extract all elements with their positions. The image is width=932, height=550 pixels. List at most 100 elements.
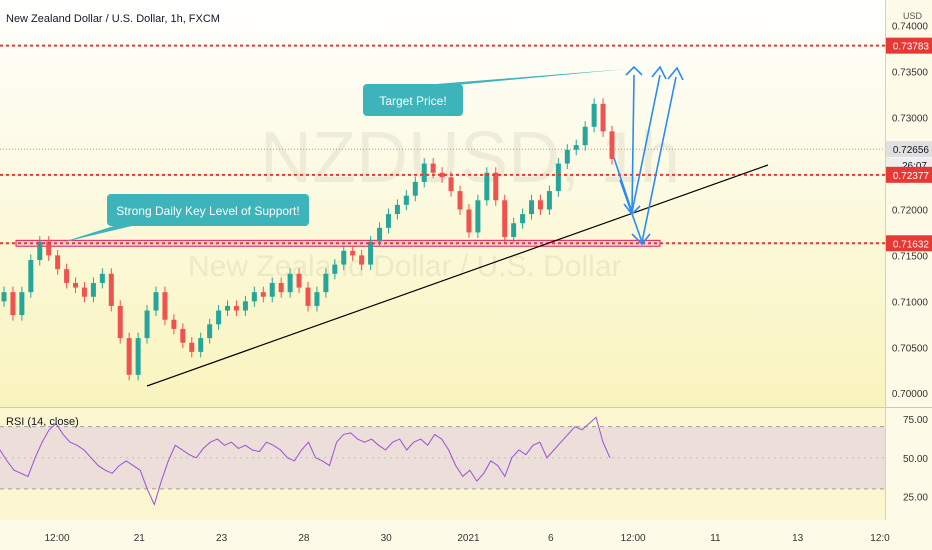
time-tick-label: 30	[381, 533, 393, 544]
candle-body	[493, 172, 499, 201]
time-axis-background	[0, 520, 932, 550]
time-tick-label: 13	[792, 533, 804, 544]
support-callout: Strong Daily Key Level of Support!	[60, 194, 309, 243]
candle-body	[216, 310, 222, 325]
candle-body	[287, 273, 293, 293]
candle-body	[529, 200, 535, 215]
candle-body	[233, 305, 239, 311]
candle-body	[323, 273, 329, 293]
current-price-badge	[886, 141, 932, 158]
candle-body	[457, 191, 463, 210]
candle-body	[377, 227, 383, 242]
support-callout-text: Strong Daily Key Level of Support!	[116, 204, 299, 218]
candle-body	[278, 282, 284, 293]
rsi-series	[0, 416, 611, 506]
candle-body	[225, 305, 231, 311]
candle-body	[153, 292, 159, 311]
target-callout-text: Target Price!	[379, 94, 446, 108]
candle-body	[207, 324, 213, 339]
candle-body	[537, 200, 543, 210]
rsi-tick-label: 25.00	[903, 493, 928, 504]
candle-body	[546, 191, 552, 210]
candle-body	[180, 328, 186, 343]
price-tick-label: 0.71500	[892, 251, 929, 262]
candle-body	[430, 163, 436, 173]
candle-body	[502, 200, 508, 238]
candle-body	[251, 292, 257, 302]
candle-body	[359, 255, 365, 265]
time-tick-label: 11	[710, 533, 721, 544]
candle-body	[421, 163, 427, 182]
rsi-line-path	[0, 416, 611, 506]
time-axis-ticks: 12:00 21 23 28 30 2021 6 12:00 11 13 12:0	[44, 533, 890, 544]
price-tick-label: 0.70000	[892, 389, 929, 400]
rsi-axis-ticks: 75.00 50.00 25.00	[903, 415, 928, 504]
rsi-tick-label: 50.00	[903, 454, 928, 465]
candle-body	[314, 292, 320, 306]
candle-body	[117, 305, 123, 339]
key-level-label: 0.72377	[893, 171, 930, 182]
currency-label: USD	[903, 11, 923, 21]
watermark-name: New Zealand Dollar / U.S. Dollar	[188, 250, 622, 283]
key-level-badge	[886, 235, 932, 252]
candle-body	[385, 214, 391, 228]
price-tick-label: 0.73500	[892, 68, 929, 79]
time-tick-label: 6	[548, 533, 554, 544]
candle-body	[73, 282, 79, 288]
candle-body	[591, 103, 597, 127]
candlestick-series	[1, 98, 615, 381]
candle-body	[162, 292, 168, 320]
candle-body	[466, 209, 472, 233]
candle-body	[350, 250, 356, 256]
candle-body	[260, 292, 266, 297]
candle-body	[135, 338, 141, 375]
watermark-symbol: NZDUSD, 1h	[260, 118, 680, 198]
projection-arrows	[613, 65, 684, 246]
candle-body	[368, 241, 374, 265]
candle-body	[448, 177, 454, 192]
price-tick-label: 0.74000	[892, 22, 929, 33]
candle-body	[171, 319, 177, 329]
candle-body	[90, 282, 96, 297]
current-price-label: 0.72656	[893, 145, 930, 156]
candle-body	[305, 287, 311, 306]
key-level-badge	[886, 166, 932, 183]
key-levels: 0.73783 0.72377 0.71632	[0, 37, 932, 252]
candle-body	[564, 149, 570, 164]
candle-body	[19, 292, 25, 316]
candle-body	[403, 195, 409, 205]
candle-body	[10, 292, 16, 316]
key-level-label: 0.71632	[893, 239, 930, 250]
candle-body	[269, 282, 275, 297]
candle-body	[341, 250, 347, 265]
rsi-band-fill	[0, 426, 885, 489]
candle-body	[37, 241, 43, 261]
candle-body	[126, 338, 132, 375]
candle-body	[64, 269, 70, 283]
price-tick-label: 0.73000	[892, 114, 929, 125]
price-tick-label: 0.70500	[892, 343, 929, 354]
candle-body	[1, 292, 7, 302]
candle-body	[189, 342, 195, 352]
candle-body	[55, 255, 61, 270]
time-tick-label: 28	[298, 533, 310, 544]
trendline[interactable]	[146, 164, 769, 387]
rsi-tick-label: 75.00	[903, 415, 928, 426]
candle-body	[484, 172, 490, 201]
candle-body	[394, 204, 400, 215]
candle-body	[198, 338, 204, 352]
price-tick-label: 0.71000	[892, 297, 929, 308]
candle-body	[520, 214, 526, 224]
key-level-badge	[886, 37, 932, 54]
target-callout: Target Price!	[363, 69, 626, 116]
price-tick-label: 0.72000	[892, 205, 929, 216]
candle-body	[28, 260, 34, 293]
candle-body	[555, 163, 561, 192]
candle-body	[332, 264, 338, 274]
candle-body	[600, 103, 606, 132]
candle-body	[511, 223, 517, 238]
time-tick-label: 12:0	[870, 533, 890, 544]
candle-body	[582, 126, 588, 146]
candle-body	[99, 273, 105, 283]
